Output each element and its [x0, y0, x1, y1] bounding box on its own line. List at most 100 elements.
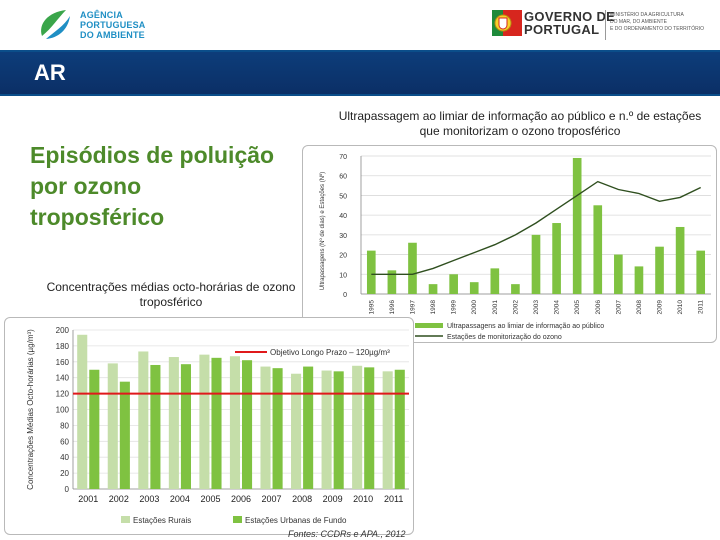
bottom-chart-heading: Concentrações médias octo-horárias de oz… [46, 280, 296, 309]
bottom-x-tick-label: 2009 [323, 494, 343, 504]
bottom-legend-urban-label: Estações Urbanas de Fundo [245, 516, 347, 525]
bottom-bar-rural [168, 357, 179, 489]
bottom-x-tick-label: 2006 [231, 494, 251, 504]
ministry-line-1: MINISTÉRIO DA AGRICULTURA [610, 12, 684, 18]
top-x-tick-label: 1997 [409, 300, 416, 315]
bottom-bar-rural [382, 371, 393, 489]
bottom-bar-urban [180, 364, 191, 489]
bottom-reference-label: Objetivo Longo Prazo – 120µg/m³ [270, 348, 390, 357]
top-x-tick-label: 2007 [615, 300, 622, 315]
top-bar-exceedance [428, 284, 438, 294]
apa-line-1: AGÊNCIA [80, 10, 123, 20]
bottom-bar-rural [352, 365, 363, 489]
bottom-y-tick-label: 0 [65, 485, 70, 494]
top-y-tick-label: 60 [339, 174, 347, 181]
top-legend-bar-label: Ultrapassagens ao limiar de informação a… [447, 323, 604, 330]
ministry-text: MINISTÉRIO DA AGRICULTURA DO MAR, DO AMB… [610, 12, 710, 33]
bottom-bar-urban [242, 360, 253, 489]
bottom-bar-rural [138, 351, 149, 489]
bottom-x-tick-label: 2010 [353, 494, 373, 504]
top-chart-heading: Ultrapassagem ao limiar de informação ao… [338, 109, 702, 138]
top-x-tick-label: 1995 [368, 300, 375, 315]
top-y-tick-label: 10 [339, 272, 347, 279]
bottom-bar-urban [333, 371, 344, 489]
ministry-line-3: E DO ORDENAMENTO DO TERRITÓRIO [610, 26, 704, 32]
bottom-bar-urban [272, 368, 283, 489]
bottom-x-tick-label: 2011 [384, 494, 403, 504]
bottom-legend-urban-swatch [233, 516, 242, 523]
section-banner-stripe [0, 52, 720, 94]
top-legend-bar-swatch [415, 323, 443, 328]
top-x-tick-label: 1998 [430, 300, 437, 315]
top-bar-exceedance [387, 270, 397, 294]
bottom-x-tick-label: 2001 [78, 494, 98, 504]
slide-title: Episódios de poluição por ozono troposfé… [30, 140, 274, 233]
section-title: AR [34, 60, 66, 85]
top-x-tick-label: 2005 [574, 300, 581, 315]
bottom-y-tick-label: 160 [56, 358, 70, 367]
top-x-tick-label: 2002 [512, 300, 519, 315]
portugal-emblem-icon [492, 10, 522, 36]
bottom-y-tick-label: 40 [60, 453, 69, 462]
top-x-tick-label: 1996 [389, 300, 396, 315]
top-bar-exceedance [552, 223, 561, 294]
bottom-bar-rural [229, 356, 240, 489]
top-bar-exceedance [490, 268, 500, 294]
top-bar-exceedance [449, 274, 458, 294]
top-y-tick-label: 30 [339, 233, 347, 240]
bottom-bar-rural [291, 373, 302, 489]
bottom-x-tick-label: 2005 [200, 494, 220, 504]
top-x-tick-label: 2001 [492, 300, 499, 315]
top-bar-exceedance [469, 282, 479, 294]
bottom-x-tick-label: 2007 [262, 494, 282, 504]
top-bar-exceedance [593, 205, 603, 294]
bottom-bar-urban [303, 366, 314, 489]
bottom-bar-rural [321, 370, 332, 489]
source-note: Fontes: CCDRs e APA., 2012 [288, 529, 406, 539]
bottom-bar-rural [77, 334, 88, 489]
top-bar-exceedance [511, 284, 520, 294]
top-bar-exceedance [655, 246, 664, 294]
apa-line-2: PORTUGUESA [80, 20, 146, 30]
top-x-tick-label: 2011 [698, 300, 705, 314]
bottom-bar-urban [119, 381, 130, 489]
top-y-tick-label: 70 [339, 154, 347, 161]
top-x-tick-label: 2000 [471, 300, 478, 315]
apa-line-3: DO AMBIENTE [80, 30, 145, 40]
bottom-y-tick-label: 200 [56, 326, 70, 335]
top-y-tick-label: 50 [339, 193, 347, 200]
bottom-bar-urban [150, 364, 161, 489]
gov-line-1: GOVERNO DE [524, 9, 616, 24]
header-divider [605, 10, 606, 40]
bottom-bar-urban [394, 369, 405, 489]
top-y-tick-label: 40 [339, 213, 347, 220]
top-y-axis-label: Ultrapassagens (Nº de dias) e Estações (… [319, 172, 326, 290]
bottom-x-tick-label: 2003 [139, 494, 159, 504]
bottom-chart-frame: 0 20 40 60 80 100 120 140 160 180 200 Concentrações… [4, 317, 414, 535]
bottom-x-tick-label: 2004 [170, 494, 190, 504]
bottom-bar-urban [364, 367, 375, 489]
top-y-tick-label: 0 [343, 292, 347, 299]
bottom-legend-rural-label: Estações Rurais [133, 516, 191, 525]
bottom-bar-rural [107, 363, 118, 489]
top-bar-exceedance [572, 157, 582, 294]
top-y-tick-label: 20 [339, 253, 347, 260]
bottom-y-tick-label: 140 [56, 374, 70, 383]
slide-title-line-1: Episódios de poluição [30, 142, 275, 168]
top-legend-line-label: Estações de monitorização do ozono [447, 334, 562, 341]
bottom-y-tick-label: 80 [60, 421, 69, 430]
top-bar-exceedance [614, 254, 623, 294]
top-chart: 0 10 20 30 40 50 60 70 Ultrapassagens (Nº de dia… [319, 154, 711, 341]
top-bar-exceedance [408, 242, 417, 294]
top-x-tick-label: 1999 [451, 300, 458, 315]
top-bar-exceedance [531, 234, 541, 294]
slide-title-line-2: por ozono [30, 173, 142, 199]
bottom-x-tick-label: 2002 [109, 494, 129, 504]
bottom-y-tick-label: 180 [56, 342, 70, 351]
bottom-chart: 0 20 40 60 80 100 120 140 160 180 200 Concentrações… [26, 326, 409, 525]
bottom-bar-rural [260, 366, 271, 489]
bottom-y-tick-label: 60 [60, 437, 69, 446]
ministry-line-2: DO MAR, DO AMBIENTE [610, 19, 667, 25]
bottom-x-tick-label: 2008 [292, 494, 312, 504]
top-bar-exceedance [366, 250, 376, 294]
